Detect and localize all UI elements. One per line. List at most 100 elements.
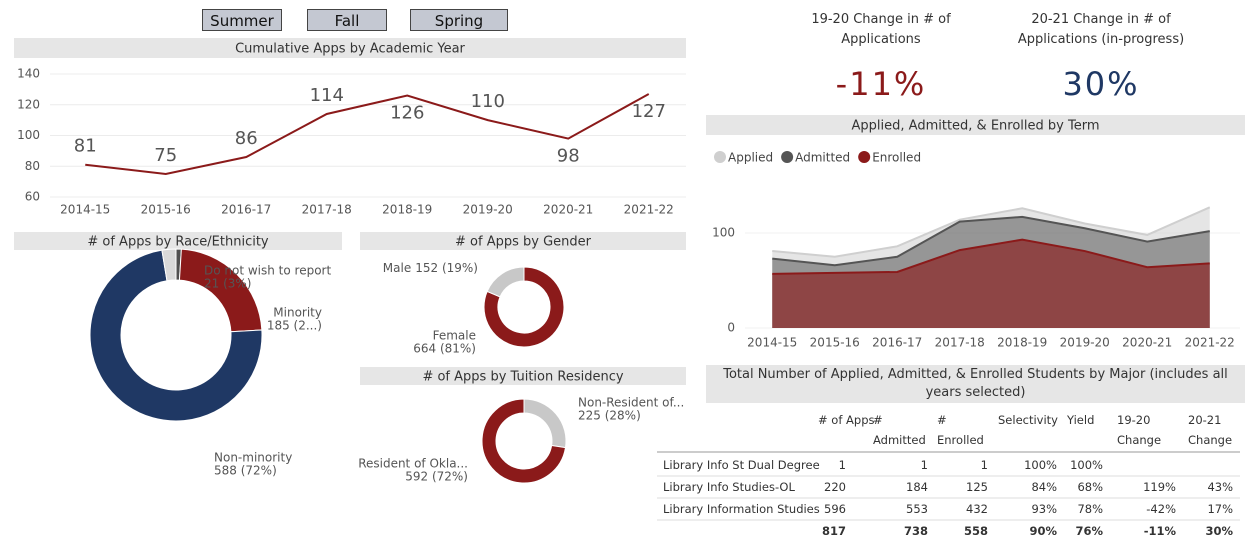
donut-slice	[161, 248, 177, 282]
table-cell: 1	[838, 458, 846, 472]
table-cell: 90%	[1029, 524, 1057, 538]
data-label: 86	[235, 128, 258, 149]
y-tick-label: 80	[25, 159, 40, 173]
column-header: # Enrolled	[937, 413, 984, 447]
table-cell: -42%	[1146, 502, 1176, 516]
data-label: 81	[74, 136, 97, 157]
table-title: Total Number of Applied, Admitted, & Enr…	[723, 367, 1228, 400]
kpi-value: 30%	[1062, 65, 1140, 103]
slice-category: Non-minority	[214, 451, 292, 465]
donut-slice	[523, 398, 567, 449]
table-cell: 553	[906, 502, 928, 516]
row-label: Library Info Studies-OL	[663, 480, 795, 494]
y-tick-label: 100	[712, 226, 735, 240]
table-cell: -11%	[1143, 524, 1176, 538]
area-line	[772, 206, 1211, 258]
column-header: 20-21 Change	[1188, 413, 1233, 447]
table-cell: 558	[963, 524, 988, 538]
table-cell: 596	[824, 502, 846, 516]
x-tick-label: 2014-15	[747, 336, 797, 350]
area-line	[772, 238, 1210, 275]
chart-title: # of Apps by Gender	[455, 235, 592, 250]
legend-swatch	[781, 151, 794, 163]
filter-button[interactable]: Summer	[202, 9, 282, 31]
y-tick-label: 100	[17, 128, 40, 142]
x-tick-label: 2021-22	[624, 203, 674, 217]
area-line	[772, 215, 1210, 267]
donut-slice	[483, 266, 565, 348]
legend-swatch	[714, 151, 726, 163]
title-bar	[706, 115, 1245, 135]
column-header: Selectivity	[998, 413, 1058, 427]
table-cell: 184	[906, 480, 928, 494]
x-tick-label: 2015-16	[141, 203, 191, 217]
donut-slice	[89, 249, 263, 422]
table-cell: 17%	[1207, 502, 1233, 516]
filter-button[interactable]: Fall	[307, 9, 387, 31]
y-tick-label: 0	[727, 321, 735, 335]
data-label: 127	[632, 101, 666, 122]
table-cell: 125	[966, 480, 988, 494]
table-cell: 100%	[1070, 458, 1103, 472]
x-tick-label: 2019-20	[1060, 336, 1110, 350]
slice-label: Male 152 (19%)	[383, 261, 478, 275]
title-bar	[360, 367, 686, 385]
table-cell: 76%	[1075, 524, 1103, 538]
data-label: 126	[390, 103, 424, 124]
data-label: 75	[154, 145, 177, 166]
y-tick-label: 120	[17, 97, 40, 111]
filter-button[interactable]: Spring	[410, 9, 508, 31]
table-cell: 93%	[1031, 502, 1057, 516]
chart-title: Applied, Admitted, & Enrolled by Term	[852, 119, 1100, 134]
legend-label: Enrolled	[872, 151, 921, 165]
table-cell: 738	[903, 524, 928, 538]
table-cell: 30%	[1205, 524, 1233, 538]
data-label: 114	[310, 85, 344, 106]
line	[85, 93, 650, 175]
table-cell: 84%	[1031, 480, 1057, 494]
column-header: # Admitted	[873, 413, 926, 447]
x-tick-label: 2014-15	[60, 203, 110, 217]
x-tick-label: 2021-22	[1185, 336, 1235, 350]
row-label: Library Info St Dual Degree	[663, 458, 820, 472]
x-tick-label: 2018-19	[382, 203, 432, 217]
slice-category: Male	[383, 261, 411, 275]
slice-value: 664 (81%)	[413, 342, 476, 356]
column-header: 19-20 Change	[1117, 413, 1162, 447]
table-cell: 100%	[1024, 458, 1057, 472]
chart-title: Cumulative Apps by Academic Year	[235, 42, 465, 57]
column-header: Yield	[1067, 413, 1095, 427]
table-cell: 1	[920, 458, 928, 472]
x-tick-label: 2020-21	[543, 203, 593, 217]
x-tick-label: 2019-20	[463, 203, 513, 217]
table-cell: 432	[966, 502, 988, 516]
legend-label: Admitted	[795, 151, 850, 165]
x-tick-label: 2015-16	[810, 336, 860, 350]
title-bar	[14, 232, 342, 250]
row-label: Library Information Studies	[663, 502, 820, 516]
data-label: 98	[557, 146, 580, 167]
legend-swatch	[858, 151, 871, 163]
x-tick-label: 2020-21	[1122, 336, 1172, 350]
slice-category: Non-Resident of...	[578, 396, 684, 410]
slice-category: Do not wish to report	[204, 264, 331, 278]
column-header: # of Apps	[818, 413, 875, 427]
kpi-title: 20-21 Change in # of Applications (in-pr…	[1017, 12, 1185, 47]
title-bar	[706, 365, 1245, 403]
title-bar	[14, 38, 686, 58]
chart-title: # of Apps by Tuition Residency	[422, 370, 623, 385]
x-tick-label: 2016-17	[872, 336, 922, 350]
table-cell: 78%	[1077, 502, 1103, 516]
legend-label: Applied	[728, 151, 773, 165]
title-bar	[360, 232, 686, 250]
slice-category: Resident of Okla...	[358, 457, 468, 471]
table-cell: 220	[824, 480, 846, 494]
table-cell: 43%	[1207, 480, 1233, 494]
slice-category: Minority	[273, 306, 322, 320]
donut-slice	[486, 266, 525, 298]
slice-category: Female	[433, 329, 476, 343]
x-tick-label: 2017-18	[935, 336, 985, 350]
kpi-value: -11%	[835, 65, 927, 103]
